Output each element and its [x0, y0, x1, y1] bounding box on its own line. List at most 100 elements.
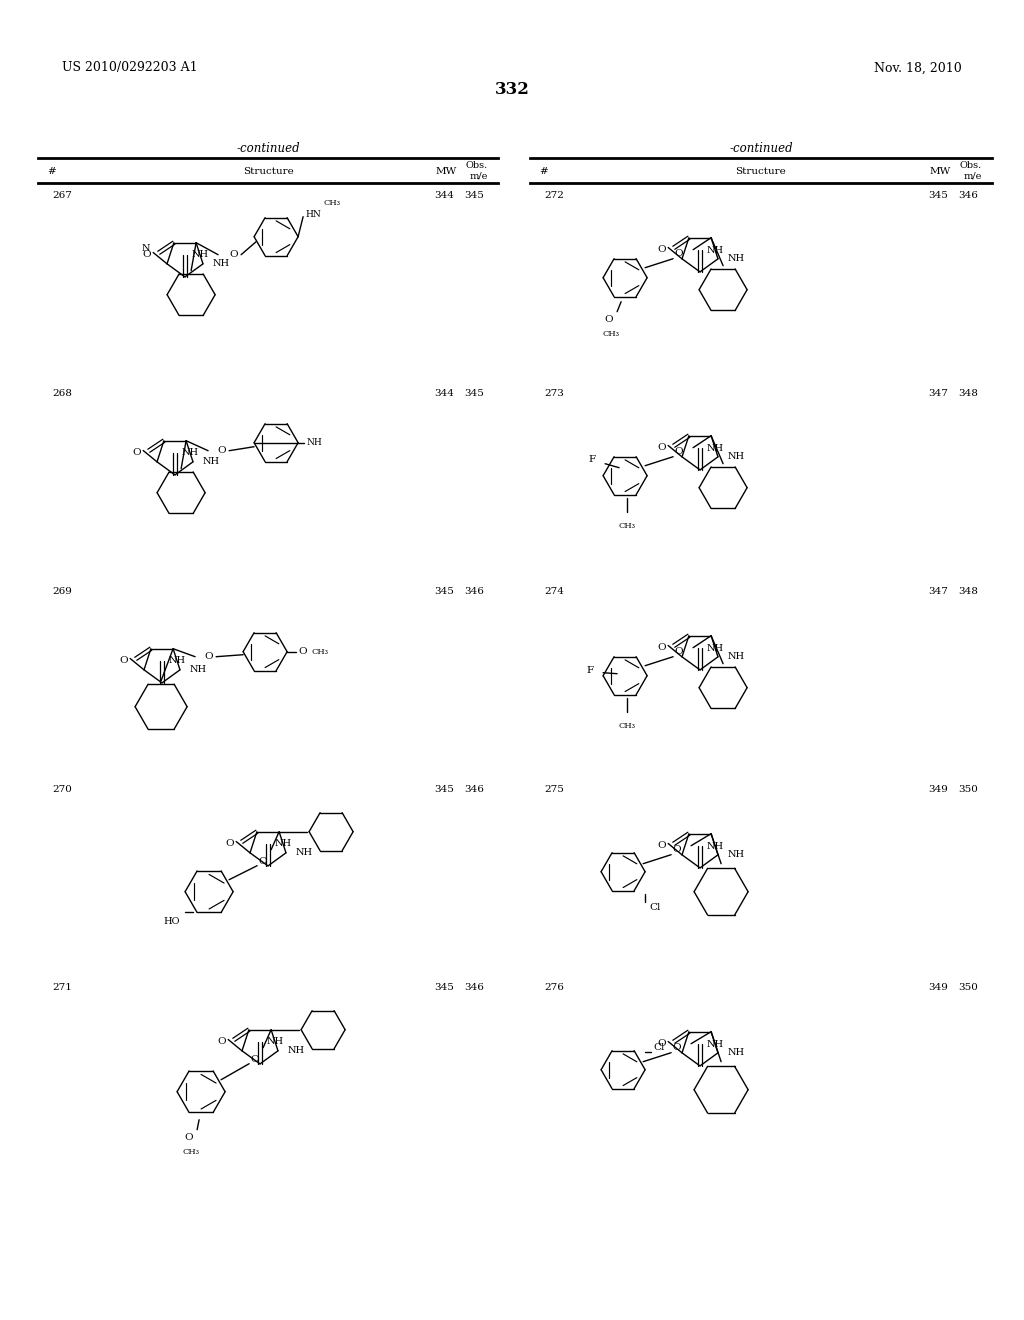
Text: #: # [48, 166, 56, 176]
Text: NH: NH [190, 665, 207, 675]
Text: O: O [298, 647, 307, 656]
Text: 346: 346 [464, 982, 484, 991]
Text: 349: 349 [928, 982, 948, 991]
Text: 271: 271 [52, 982, 72, 991]
Text: O: O [675, 249, 683, 259]
Text: O: O [225, 840, 233, 849]
Text: O: O [657, 841, 666, 850]
Text: O: O [218, 446, 226, 455]
Text: m/e: m/e [470, 172, 488, 181]
Text: 272: 272 [544, 190, 564, 199]
Text: NH: NH [728, 850, 745, 859]
Text: F: F [588, 455, 595, 465]
Text: Cl: Cl [649, 903, 660, 912]
Text: NH: NH [182, 447, 199, 457]
Text: NH: NH [707, 644, 724, 653]
Text: O: O [605, 315, 613, 325]
Text: #: # [540, 166, 549, 176]
Text: NH: NH [707, 444, 724, 453]
Text: O: O [673, 845, 681, 854]
Text: Structure: Structure [243, 166, 293, 176]
Text: NH: NH [306, 438, 322, 447]
Text: 344: 344 [434, 388, 454, 397]
Text: 346: 346 [464, 586, 484, 595]
Text: O: O [657, 246, 666, 255]
Text: m/e: m/e [964, 172, 982, 181]
Text: CH₃: CH₃ [618, 521, 636, 529]
Text: HO: HO [163, 917, 179, 927]
Text: 274: 274 [544, 586, 564, 595]
Text: 267: 267 [52, 190, 72, 199]
Text: 270: 270 [52, 784, 72, 793]
Text: NH: NH [728, 652, 745, 661]
Text: NH: NH [275, 840, 292, 847]
Text: NH: NH [296, 849, 313, 858]
Text: Nov. 18, 2010: Nov. 18, 2010 [874, 62, 962, 74]
Text: O: O [259, 857, 267, 866]
Text: NH: NH [267, 1038, 284, 1045]
Text: 273: 273 [544, 388, 564, 397]
Text: Structure: Structure [735, 166, 786, 176]
Text: O: O [675, 647, 683, 656]
Text: O: O [142, 251, 151, 259]
Text: NH: NH [707, 1040, 724, 1049]
Text: US 2010/0292203 A1: US 2010/0292203 A1 [62, 62, 198, 74]
Text: Cl: Cl [653, 1043, 665, 1052]
Text: 345: 345 [434, 586, 454, 595]
Text: NH: NH [213, 259, 230, 268]
Text: 269: 269 [52, 586, 72, 595]
Text: 345: 345 [928, 190, 948, 199]
Text: O: O [657, 643, 666, 652]
Text: 349: 349 [928, 784, 948, 793]
Text: NH: NH [728, 255, 745, 264]
Text: 345: 345 [434, 982, 454, 991]
Text: 345: 345 [434, 784, 454, 793]
Text: NH: NH [203, 457, 220, 466]
Text: NH: NH [288, 1047, 305, 1056]
Text: 275: 275 [544, 784, 564, 793]
Text: O: O [132, 449, 140, 457]
Text: O: O [657, 1039, 666, 1048]
Text: O: O [673, 1043, 681, 1052]
Text: O: O [229, 251, 239, 259]
Text: NH: NH [193, 249, 209, 259]
Text: O: O [205, 652, 213, 661]
Text: 348: 348 [958, 388, 978, 397]
Text: NH: NH [169, 656, 186, 665]
Text: CH₃: CH₃ [182, 1147, 200, 1156]
Text: 345: 345 [464, 388, 484, 397]
Text: CH₃: CH₃ [311, 648, 328, 656]
Text: N: N [141, 244, 151, 253]
Text: 268: 268 [52, 388, 72, 397]
Text: 347: 347 [928, 388, 948, 397]
Text: O: O [217, 1038, 225, 1047]
Text: HN: HN [305, 210, 321, 219]
Text: CH₃: CH₃ [602, 330, 620, 338]
Text: 350: 350 [958, 784, 978, 793]
Text: Obs.: Obs. [466, 161, 488, 170]
Text: 348: 348 [958, 586, 978, 595]
Text: 350: 350 [958, 982, 978, 991]
Text: O: O [251, 1055, 259, 1064]
Text: CH₃: CH₃ [618, 722, 636, 730]
Text: O: O [119, 656, 128, 665]
Text: CH₃: CH₃ [324, 199, 340, 207]
Text: O: O [675, 447, 683, 457]
Text: 347: 347 [928, 586, 948, 595]
Text: MW: MW [435, 166, 457, 176]
Text: 276: 276 [544, 982, 564, 991]
Text: 332: 332 [495, 82, 529, 99]
Text: 345: 345 [464, 190, 484, 199]
Text: -continued: -continued [237, 141, 300, 154]
Text: Obs.: Obs. [959, 161, 982, 170]
Text: -continued: -continued [729, 141, 793, 154]
Text: O: O [184, 1133, 194, 1142]
Text: NH: NH [707, 842, 724, 851]
Text: NH: NH [728, 1048, 745, 1057]
Text: 346: 346 [958, 190, 978, 199]
Text: NH: NH [707, 246, 724, 255]
Text: NH: NH [728, 453, 745, 462]
Text: MW: MW [930, 166, 950, 176]
Text: O: O [657, 444, 666, 453]
Text: 344: 344 [434, 190, 454, 199]
